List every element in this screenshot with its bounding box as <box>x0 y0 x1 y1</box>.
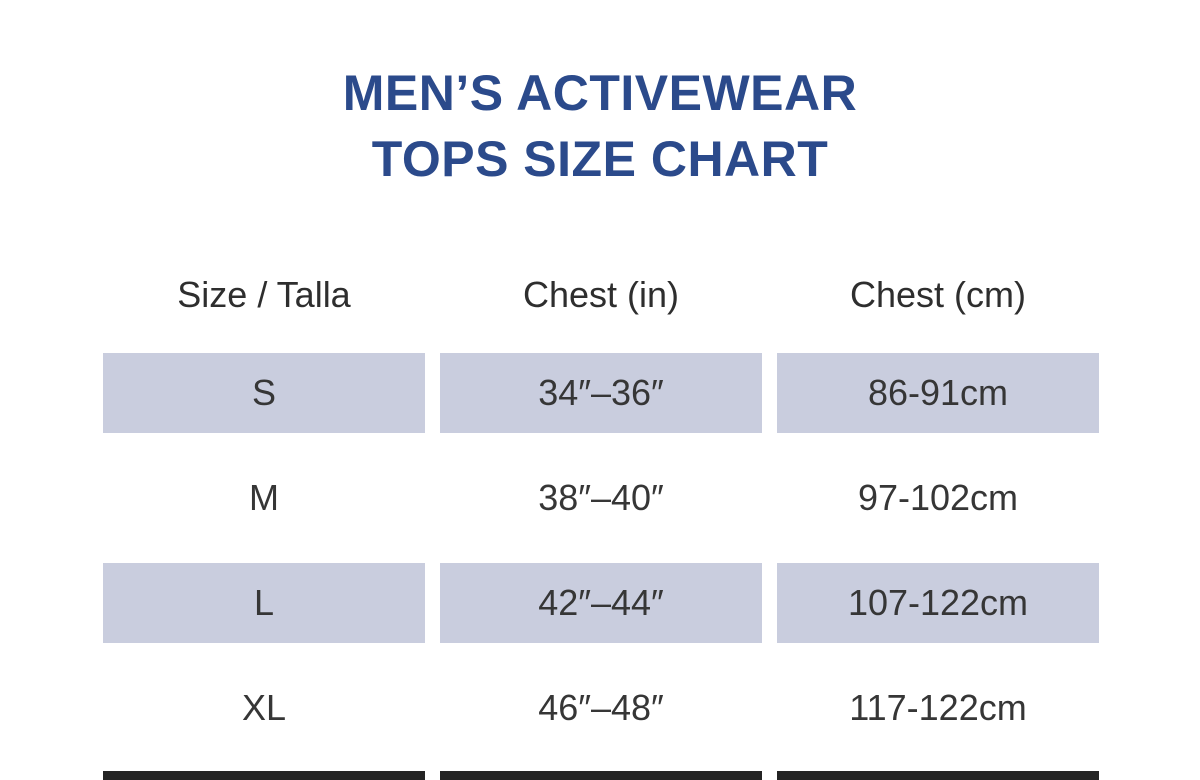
cropped-next-row-segment <box>440 771 762 780</box>
size-cell-xl: XL <box>241 687 287 728</box>
cropped-next-row-segment <box>777 771 1099 780</box>
table-row-s: S 34″–36″ 86-91cm <box>103 353 1099 433</box>
size-cell-l: L <box>103 563 425 643</box>
chest-cm-cell-l: 107-122cm <box>777 563 1099 643</box>
page-title-line-1: MEN’S ACTIVEWEAR <box>342 65 858 121</box>
page-title-line-2: TOPS SIZE CHART <box>371 131 829 187</box>
table-header-row: Size / Talla Chest (in) Chest (cm) <box>103 270 1099 320</box>
chest-in-cell-m: 38″–40″ <box>538 477 664 518</box>
chest-cm-cell-m: 97-102cm <box>857 477 1019 518</box>
size-cell-s: S <box>103 353 425 433</box>
table-row-xl: XL 46″–48″ 117-122cm <box>103 668 1099 748</box>
page-title: MEN’S ACTIVEWEAR TOPS SIZE CHART <box>0 60 1200 192</box>
cropped-next-row-segment <box>103 771 425 780</box>
chest-in-cell-s: 34″–36″ <box>440 353 762 433</box>
table-row-l: L 42″–44″ 107-122cm <box>103 563 1099 643</box>
column-header-chest-cm: Chest (cm) <box>849 274 1026 315</box>
chest-in-cell-xl: 46″–48″ <box>538 687 664 728</box>
column-header-size: Size / Talla <box>177 274 351 315</box>
column-header-chest-in: Chest (in) <box>522 274 680 315</box>
chest-cm-cell-s: 86-91cm <box>777 353 1099 433</box>
size-table: Size / Talla Chest (in) Chest (cm) S 34″… <box>103 270 1099 773</box>
size-cell-m: M <box>249 477 279 518</box>
chest-in-cell-l: 42″–44″ <box>440 563 762 643</box>
chest-cm-cell-xl: 117-122cm <box>849 687 1027 728</box>
cropped-next-row <box>103 771 1099 780</box>
table-row-m: M 38″–40″ 97-102cm <box>103 458 1099 538</box>
